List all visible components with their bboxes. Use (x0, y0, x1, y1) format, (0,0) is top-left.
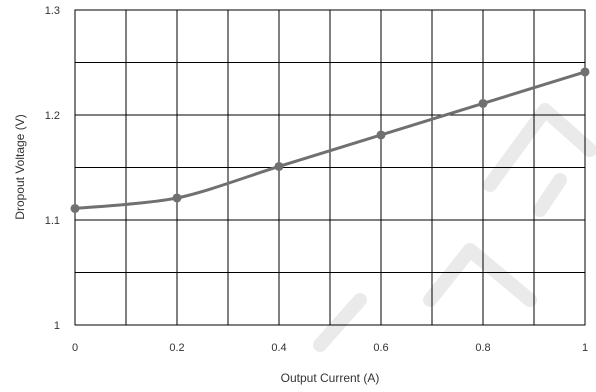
data-point (70, 203, 80, 213)
y-tick-label: 1.2 (45, 110, 60, 122)
x-tick-label: 0.2 (169, 342, 184, 354)
data-point (376, 130, 386, 140)
x-tick-label: 0.4 (271, 342, 286, 354)
data-point (580, 67, 590, 77)
x-tick-label: 0.6 (373, 342, 388, 354)
marker-layer (70, 67, 590, 213)
x-tick-label: 0.8 (475, 342, 490, 354)
y-axis-title: Dropout Voltage (V) (13, 114, 27, 219)
data-point (478, 98, 488, 108)
tick-labels: 0 0.2 0.4 0.6 0.8 1 1 1.1 1.2 1.3 (45, 5, 588, 354)
y-tick-label: 1 (54, 320, 60, 332)
watermark (313, 103, 596, 352)
x-tick-label: 0 (72, 342, 78, 354)
data-point (274, 161, 284, 171)
series-layer (73, 70, 587, 210)
axes (74, 9, 586, 326)
series-line (73, 70, 587, 210)
x-tick-label: 1 (582, 342, 588, 354)
y-tick-label: 1.3 (45, 5, 60, 17)
y-tick-label: 1.1 (45, 215, 60, 227)
x-axis-title: Output Current (A) (281, 371, 380, 385)
data-point (172, 193, 182, 203)
plot-border (74, 9, 586, 326)
